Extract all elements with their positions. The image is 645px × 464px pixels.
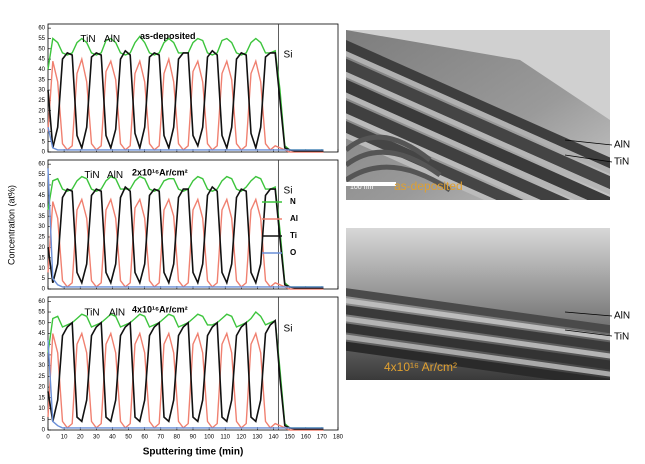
y-tick-label: 20 [38, 108, 45, 114]
y-tick-label: 0 [42, 428, 46, 434]
legend-label: Ti [290, 231, 297, 240]
y-tick-label: 40 [38, 203, 45, 209]
y-tick-label: 20 [38, 385, 45, 391]
image-label: AlN [614, 140, 630, 151]
x-tick-label: 70 [157, 435, 164, 441]
y-tick-label: 0 [42, 287, 46, 293]
x-tick-label: 0 [46, 435, 50, 441]
x-tick-label: 80 [174, 435, 181, 441]
x-tick-label: 120 [236, 435, 247, 441]
data-line [47, 49, 324, 152]
y-tick-label: 25 [38, 374, 45, 380]
y-tick-label: 5 [42, 276, 46, 282]
scale-bar-label: 100 nm [350, 184, 374, 191]
x-tick-label: 60 [141, 435, 148, 441]
y-tick-label: 15 [38, 119, 45, 125]
y-tick-label: 10 [38, 406, 45, 412]
panel-title: 2x10¹⁶Ar/cm² [132, 167, 188, 177]
annotation: AlN [109, 308, 125, 319]
data-line [47, 331, 324, 431]
y-tick-label: 40 [38, 67, 45, 73]
annotation: AlN [104, 34, 120, 45]
x-tick-label: 170 [317, 435, 328, 441]
annotation: Si [284, 49, 293, 60]
legend-label: Al [290, 214, 298, 223]
image-caption: 4x10¹⁶ Ar/cm² [384, 360, 457, 374]
y-tick-label: 60 [38, 162, 45, 168]
data-line [47, 168, 324, 288]
annotation: AlN [107, 170, 123, 181]
y-tick-label: 20 [38, 245, 45, 251]
y-tick-label: 0 [42, 150, 46, 156]
x-axis-label: Sputtering time (min) [143, 447, 244, 458]
y-tick-label: 10 [38, 266, 45, 272]
x-tick-label: 90 [190, 435, 197, 441]
y-tick-label: 5 [42, 139, 46, 145]
x-tick-label: 140 [269, 435, 280, 441]
annotation: Si [284, 324, 293, 335]
y-tick-label: 15 [38, 395, 45, 401]
y-tick-label: 55 [38, 36, 45, 42]
tem-image-1 [346, 30, 610, 200]
y-tick-label: 50 [38, 46, 45, 52]
x-tick-label: 110 [220, 435, 230, 441]
x-tick-label: 50 [125, 435, 132, 441]
y-tick-label: 55 [38, 172, 45, 178]
x-tick-label: 10 [61, 435, 68, 441]
x-tick-label: 150 [285, 435, 296, 441]
y-tick-label: 45 [38, 193, 45, 199]
x-tick-label: 130 [252, 435, 263, 441]
y-tick-label: 30 [38, 224, 45, 230]
image-label: TiN [614, 157, 629, 168]
data-line [47, 185, 324, 289]
x-tick-label: 30 [93, 435, 100, 441]
y-tick-label: 40 [38, 342, 45, 348]
x-tick-label: 20 [77, 435, 84, 441]
annotation: TiN [84, 170, 99, 181]
image-label: AlN [614, 311, 630, 322]
y-tick-label: 25 [38, 98, 45, 104]
annotation: TiN [80, 34, 95, 45]
y-tick-label: 60 [38, 299, 45, 305]
data-line [47, 127, 324, 151]
y-tick-label: 35 [38, 77, 45, 83]
x-tick-label: 180 [333, 435, 344, 441]
y-tick-label: 45 [38, 57, 45, 63]
x-tick-label: 160 [301, 435, 312, 441]
y-tick-label: 15 [38, 255, 45, 261]
image-label: TiN [614, 332, 629, 343]
y-tick-label: 50 [38, 320, 45, 326]
panel-title: as-deposited [140, 31, 196, 41]
y-tick-label: 10 [38, 129, 45, 135]
tem-image-2 [346, 228, 610, 380]
y-tick-label: 25 [38, 235, 45, 241]
image-caption: as-deposited [394, 179, 463, 193]
y-tick-label: 35 [38, 214, 45, 220]
data-line [47, 56, 324, 153]
y-tick-label: 45 [38, 331, 45, 337]
annotation: Si [284, 186, 293, 197]
y-axis-label: Concentration (at%) [6, 185, 16, 265]
panel-title: 4x10¹⁶Ar/cm² [132, 305, 188, 315]
data-line [47, 339, 324, 429]
y-tick-label: 35 [38, 352, 45, 358]
data-line [47, 318, 324, 430]
y-tick-label: 5 [42, 417, 46, 423]
x-tick-label: 100 [204, 435, 215, 441]
legend-label: N [290, 197, 296, 206]
data-line [47, 197, 324, 290]
legend-label: O [290, 248, 296, 257]
y-tick-label: 50 [38, 183, 45, 189]
y-tick-label: 60 [38, 26, 45, 32]
annotation: TiN [84, 308, 99, 319]
x-tick-label: 40 [109, 435, 116, 441]
y-tick-label: 30 [38, 363, 45, 369]
y-tick-label: 55 [38, 310, 45, 316]
y-tick-label: 30 [38, 88, 45, 94]
